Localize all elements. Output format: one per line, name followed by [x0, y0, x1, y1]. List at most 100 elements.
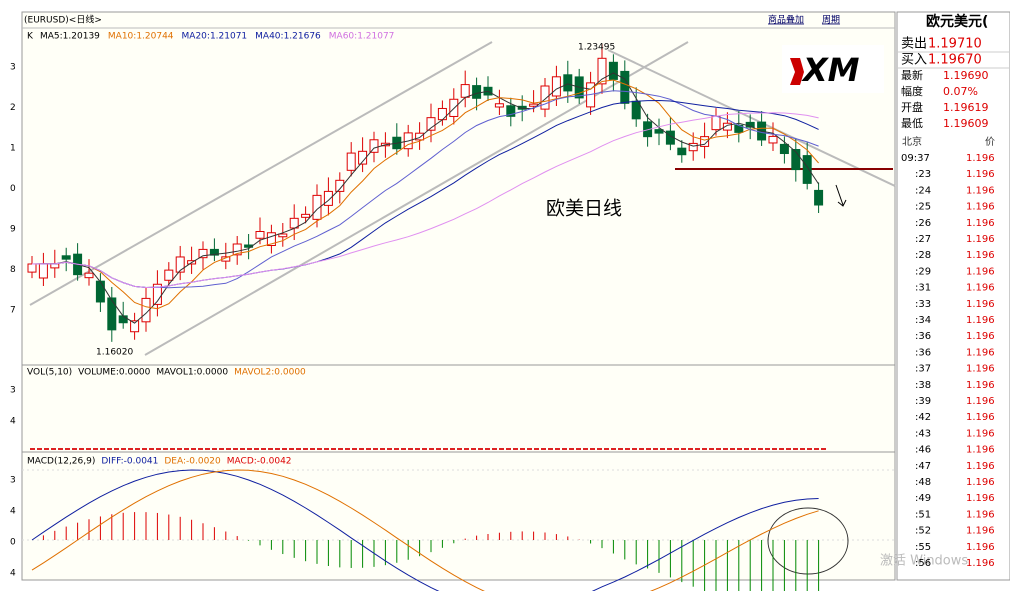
candle — [791, 149, 801, 171]
trend-line — [29, 41, 493, 306]
candle — [700, 136, 710, 147]
candle — [437, 107, 447, 121]
tick-price: 1.196 — [966, 283, 995, 294]
tick-price: 1.196 — [966, 234, 995, 245]
candle — [802, 155, 812, 184]
tick-time: :43 — [915, 428, 931, 439]
candle — [654, 129, 664, 134]
chart-frame — [21, 11, 896, 581]
macd-line — [31, 469, 819, 591]
y-label: 4 — [10, 507, 16, 517]
tick-time: :37 — [915, 364, 931, 375]
quote-label: 幅度 — [901, 84, 923, 98]
logo-mark — [790, 58, 804, 85]
candle — [95, 280, 105, 303]
candle — [711, 115, 721, 131]
candle — [517, 105, 527, 110]
y-label: 3 — [10, 476, 16, 486]
candle — [118, 315, 128, 324]
candle — [620, 70, 630, 104]
y-label: 0 — [10, 184, 16, 194]
candle — [722, 122, 732, 131]
candle — [779, 143, 789, 155]
candle — [460, 84, 470, 98]
tick-time: :27 — [915, 234, 931, 245]
tick-time: 09:37 — [901, 153, 930, 164]
toolbar-link[interactable]: 商品叠加 — [768, 14, 804, 26]
y-label: 4 — [10, 569, 16, 579]
tick-price: 1.196 — [966, 493, 995, 504]
candle — [335, 179, 345, 192]
tick-time: :36 — [915, 347, 931, 358]
y-label: 9 — [10, 225, 16, 235]
y-label: 0 — [10, 538, 16, 548]
candle — [175, 256, 185, 273]
tick-time: :26 — [915, 218, 931, 229]
candle — [494, 103, 504, 108]
tick-time: :36 — [915, 331, 931, 342]
candle — [608, 61, 618, 80]
tick-time: :42 — [915, 412, 931, 423]
tick-price: 1.196 — [966, 364, 995, 375]
candle — [688, 142, 698, 152]
quote-label: 最低 — [901, 117, 923, 130]
candle — [323, 190, 333, 206]
indicator: MA5:1.20139 — [40, 32, 100, 42]
tick-time: :51 — [915, 509, 931, 520]
indicator: DEA:-0.0020 — [164, 457, 221, 467]
indicator: MA10:1.20744 — [108, 32, 174, 42]
quote-label: 最新 — [901, 68, 923, 82]
candle — [563, 74, 573, 92]
indicator: MA60:1.21077 — [329, 32, 395, 42]
tick-price: 1.196 — [966, 315, 995, 326]
candle — [130, 320, 140, 333]
indicator: MA40:1.21676 — [255, 32, 321, 42]
circle-mark — [767, 507, 849, 575]
quote-value: 1.19609 — [943, 117, 989, 130]
tick-time: :23 — [915, 169, 931, 180]
tick-price: 1.196 — [966, 202, 995, 213]
candle — [301, 213, 311, 218]
y-label: 3 — [10, 63, 16, 73]
toolbar-link[interactable]: 周期 — [822, 15, 840, 26]
indicator: MACD(12,26,9) — [27, 457, 95, 467]
tick-time: :52 — [915, 526, 931, 537]
indicator: VOL(5,10) — [27, 368, 72, 378]
tick-time: :56 — [915, 558, 931, 569]
candle — [312, 194, 322, 220]
tick-time: :33 — [915, 299, 931, 310]
tick-time: :49 — [915, 493, 931, 504]
watermark: 激活 Windows — [880, 554, 968, 569]
tick-time: :25 — [915, 202, 931, 213]
candle — [426, 117, 436, 131]
tick-price: 1.196 — [966, 185, 995, 196]
tick-price: 1.196 — [966, 169, 995, 180]
tick-header: 价 — [985, 136, 995, 148]
arrow — [835, 184, 847, 207]
candle — [677, 147, 687, 156]
ma-line — [31, 72, 820, 324]
quote-value: 1.19710 — [928, 37, 982, 52]
candle — [472, 85, 482, 99]
candle — [358, 150, 368, 165]
tick-time: :39 — [915, 396, 931, 407]
tick-price: 1.196 — [966, 331, 995, 342]
trend-line — [607, 49, 896, 187]
candle — [198, 248, 208, 259]
y-label: 8 — [10, 265, 16, 275]
tick-price: 1.196 — [966, 380, 995, 391]
symbol: (EURUSD)<日线> — [24, 14, 102, 26]
macd-line — [31, 469, 819, 591]
y-label: 2 — [10, 103, 16, 113]
candle — [266, 232, 276, 246]
ma-line — [31, 112, 819, 289]
tick-header: 北京 — [902, 135, 922, 148]
candle — [61, 255, 71, 260]
candle — [255, 231, 265, 239]
tick-price: 1.196 — [966, 526, 995, 537]
tick-price: 1.196 — [966, 396, 995, 407]
candle — [141, 297, 151, 323]
indicator: MA20:1.21071 — [182, 32, 248, 42]
